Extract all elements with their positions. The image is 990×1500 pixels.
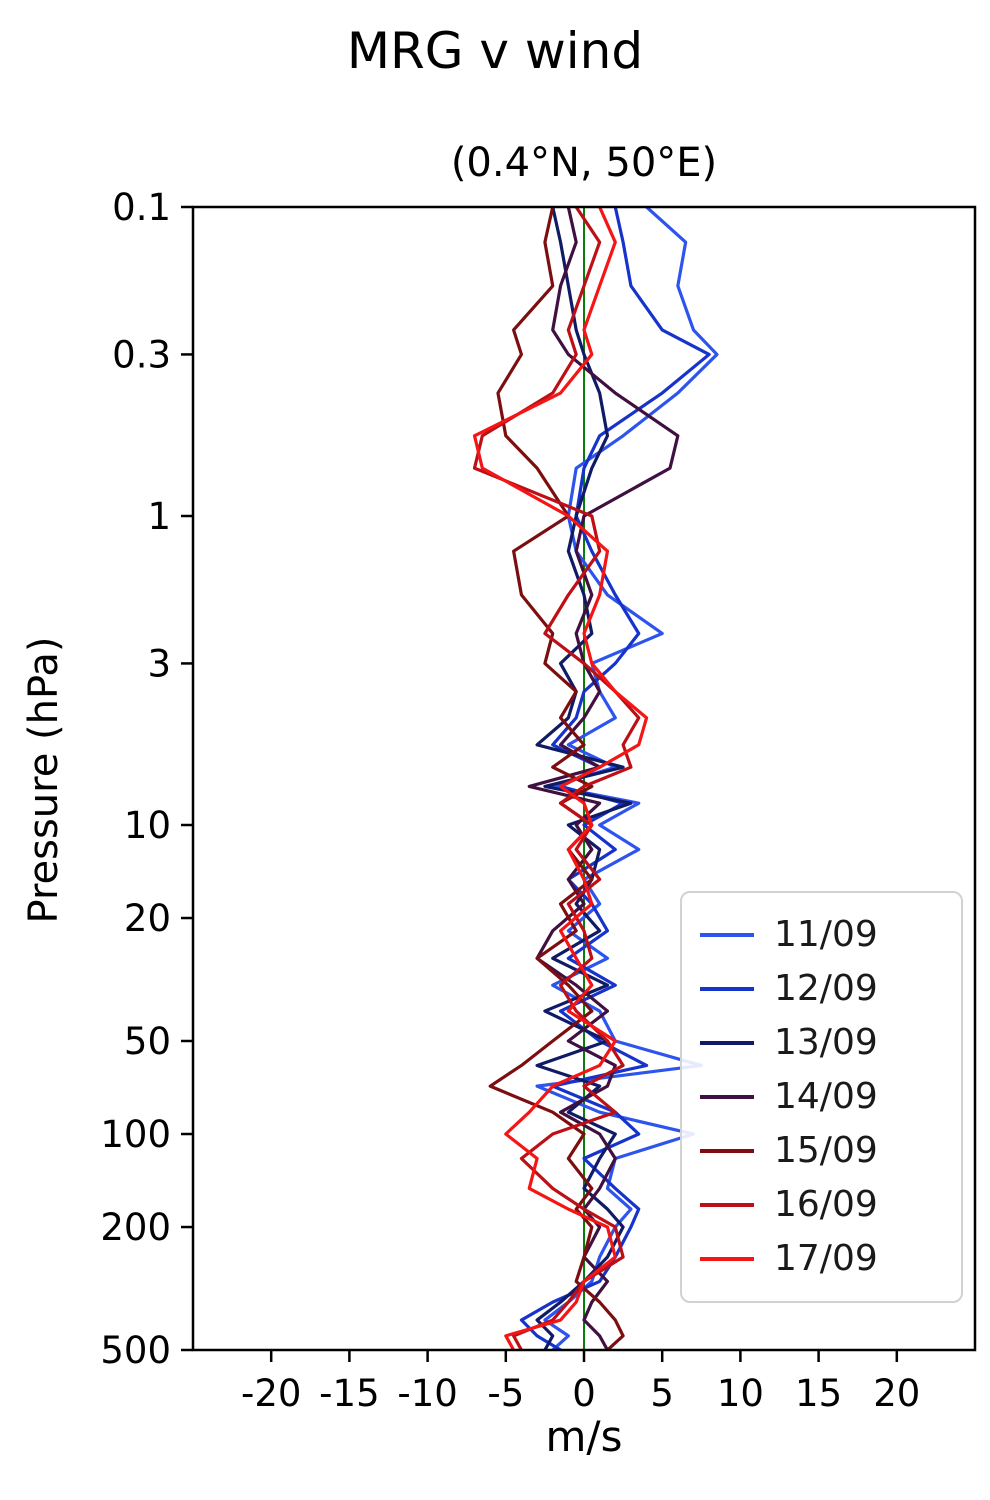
x-tick-label: 10 [717, 1372, 764, 1415]
series-line-13-09 [535, 207, 633, 1350]
legend-line-swatch [700, 1257, 754, 1261]
legend-item: 13/09 [700, 1017, 943, 1069]
legend-label: 11/09 [774, 914, 878, 955]
legend-line-swatch [700, 987, 754, 991]
x-tick-label: -10 [397, 1372, 457, 1415]
chart-title: MRG v wind [346, 22, 644, 80]
x-tick-label: 0 [572, 1372, 596, 1415]
x-tick-label: -5 [487, 1372, 524, 1415]
series-line-11-09 [535, 207, 719, 1350]
x-tick-label: 20 [873, 1372, 920, 1415]
y-tick-label: 0.1 [112, 186, 171, 229]
legend-item: 14/09 [700, 1071, 943, 1123]
legend-label: 17/09 [774, 1238, 878, 1279]
x-tick-label: -15 [319, 1372, 379, 1415]
legend-item: 12/09 [700, 963, 943, 1015]
legend-item: 16/09 [700, 1179, 943, 1231]
y-tick-label: 50 [124, 1020, 171, 1063]
y-tick-label: 3 [147, 642, 171, 685]
x-tick-label: 5 [650, 1372, 674, 1415]
legend-label: 13/09 [774, 1022, 878, 1063]
x-tick-label: -20 [241, 1372, 301, 1415]
legend-line-swatch [700, 1203, 754, 1207]
series-line-12-09 [519, 207, 711, 1350]
y-tick-label: 500 [100, 1329, 171, 1372]
y-tick-label: 100 [100, 1113, 171, 1156]
legend-label: 14/09 [774, 1076, 878, 1117]
x-tick-label: 15 [795, 1372, 842, 1415]
y-tick-label: 0.3 [112, 333, 171, 376]
y-tick-label: 1 [147, 495, 171, 538]
y-tick-label: 20 [124, 897, 171, 940]
legend-line-swatch [700, 933, 754, 937]
series-line-15-09 [488, 207, 625, 1350]
x-axis-label: m/s [545, 1412, 623, 1461]
legend-label: 15/09 [774, 1130, 878, 1171]
legend-item: 17/09 [700, 1233, 943, 1285]
legend-label: 16/09 [774, 1184, 878, 1225]
legend-item: 15/09 [700, 1125, 943, 1177]
legend-line-swatch [700, 1149, 754, 1153]
series-line-17-09 [472, 207, 649, 1350]
legend: 11/09 12/09 13/09 14/09 15/09 16/09 17/09 [680, 891, 963, 1303]
y-tick-label: 200 [100, 1206, 171, 1249]
legend-line-swatch [700, 1041, 754, 1045]
legend-line-swatch [700, 1095, 754, 1099]
series-line-16-09 [472, 207, 641, 1350]
chart-subtitle: (0.4°N, 50°E) [450, 140, 718, 186]
y-tick-label: 10 [124, 804, 171, 847]
legend-item: 11/09 [700, 909, 943, 961]
legend-label: 12/09 [774, 968, 878, 1009]
